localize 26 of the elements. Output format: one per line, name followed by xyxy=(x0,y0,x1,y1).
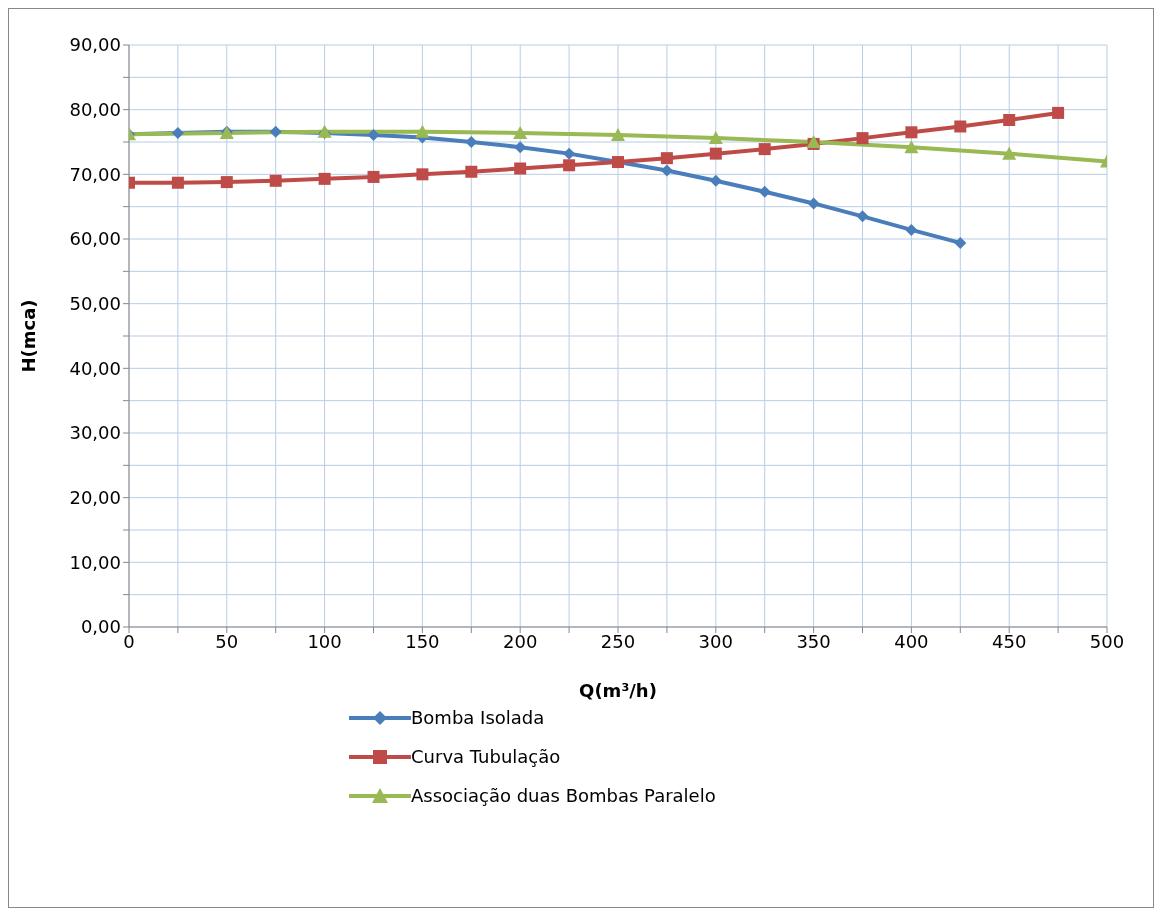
legend-label: Bomba Isolada xyxy=(411,707,545,728)
x-tick-label: 100 xyxy=(307,630,342,652)
y-tick-label: 40,00 xyxy=(69,357,121,379)
y-tick-label: 90,00 xyxy=(69,34,121,56)
y-tick-label: 30,00 xyxy=(69,422,121,444)
x-tick-label: 450 xyxy=(992,630,1027,652)
y-tick-label: 20,00 xyxy=(69,487,121,509)
y-tick-label: 60,00 xyxy=(69,228,121,250)
x-tick-label: 50 xyxy=(215,630,239,652)
legend-label: Curva Tubulação xyxy=(411,746,561,767)
y-tick-label: 50,00 xyxy=(69,293,121,315)
x-tick-label: 400 xyxy=(894,630,929,652)
y-tick-label: 0,00 xyxy=(80,616,121,638)
x-tick-label: 0 xyxy=(123,630,135,652)
y-tick-label: 80,00 xyxy=(69,99,121,121)
x-tick-label: 150 xyxy=(405,630,440,652)
x-tick-label: 250 xyxy=(600,630,636,652)
x-tick-label: 350 xyxy=(796,630,831,652)
x-tick-label: 500 xyxy=(1089,630,1125,652)
y-tick-label: 10,00 xyxy=(69,551,121,573)
legend-label: Associação duas Bombas Paralelo xyxy=(411,785,716,806)
x-axis-title: Q(m³/h) xyxy=(579,680,657,701)
y-tick-label: 70,00 xyxy=(69,163,121,185)
y-axis-title: H(mca) xyxy=(18,299,40,373)
x-tick-label: 200 xyxy=(503,630,538,652)
x-tick-label: 300 xyxy=(698,630,733,652)
